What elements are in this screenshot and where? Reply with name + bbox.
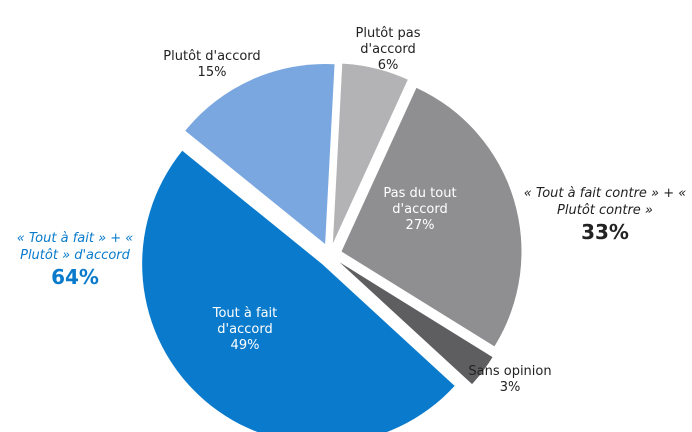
- slice-value: 49%: [230, 338, 260, 353]
- pie-slice: [341, 87, 522, 347]
- slice-name: Tout à fait d'accord: [212, 306, 278, 337]
- slice-name: Plutôt d'accord: [163, 49, 261, 64]
- slice-name: Sans opinion: [468, 364, 552, 379]
- slice-label: Plutôt pas d'accord 6%: [333, 26, 443, 74]
- slice-label: Sans opinion 3%: [455, 364, 565, 396]
- slice-value: 3%: [499, 380, 521, 395]
- pie-slice: [185, 64, 335, 245]
- slice-label: Pas du tout d'accord 27%: [370, 186, 470, 234]
- slice-value: 27%: [405, 218, 435, 233]
- annotation-text: « Tout à fait contre » + « Plutôt contre…: [523, 186, 687, 218]
- annotation-text: « Tout à fait » + « Plutôt » d'accord: [16, 231, 134, 263]
- annotation-total: 64%: [51, 265, 99, 289]
- slice-value: 6%: [377, 58, 399, 73]
- pie-slice: [142, 150, 455, 432]
- annotation-total: 33%: [581, 220, 629, 244]
- annotation: « Tout à fait contre » + « Plutôt contre…: [515, 185, 692, 245]
- slice-label: Tout à fait d'accord 49%: [195, 306, 295, 354]
- slice-label: Plutôt d'accord 15%: [157, 49, 267, 81]
- pie-slice: [339, 262, 493, 385]
- slice-name: Plutôt pas d'accord: [355, 26, 421, 57]
- pie-slice: [332, 63, 408, 244]
- annotation: « Tout à fait » + « Plutôt » d'accord 64%: [5, 230, 145, 290]
- slice-name: Pas du tout d'accord: [383, 186, 457, 217]
- slice-value: 15%: [197, 65, 227, 80]
